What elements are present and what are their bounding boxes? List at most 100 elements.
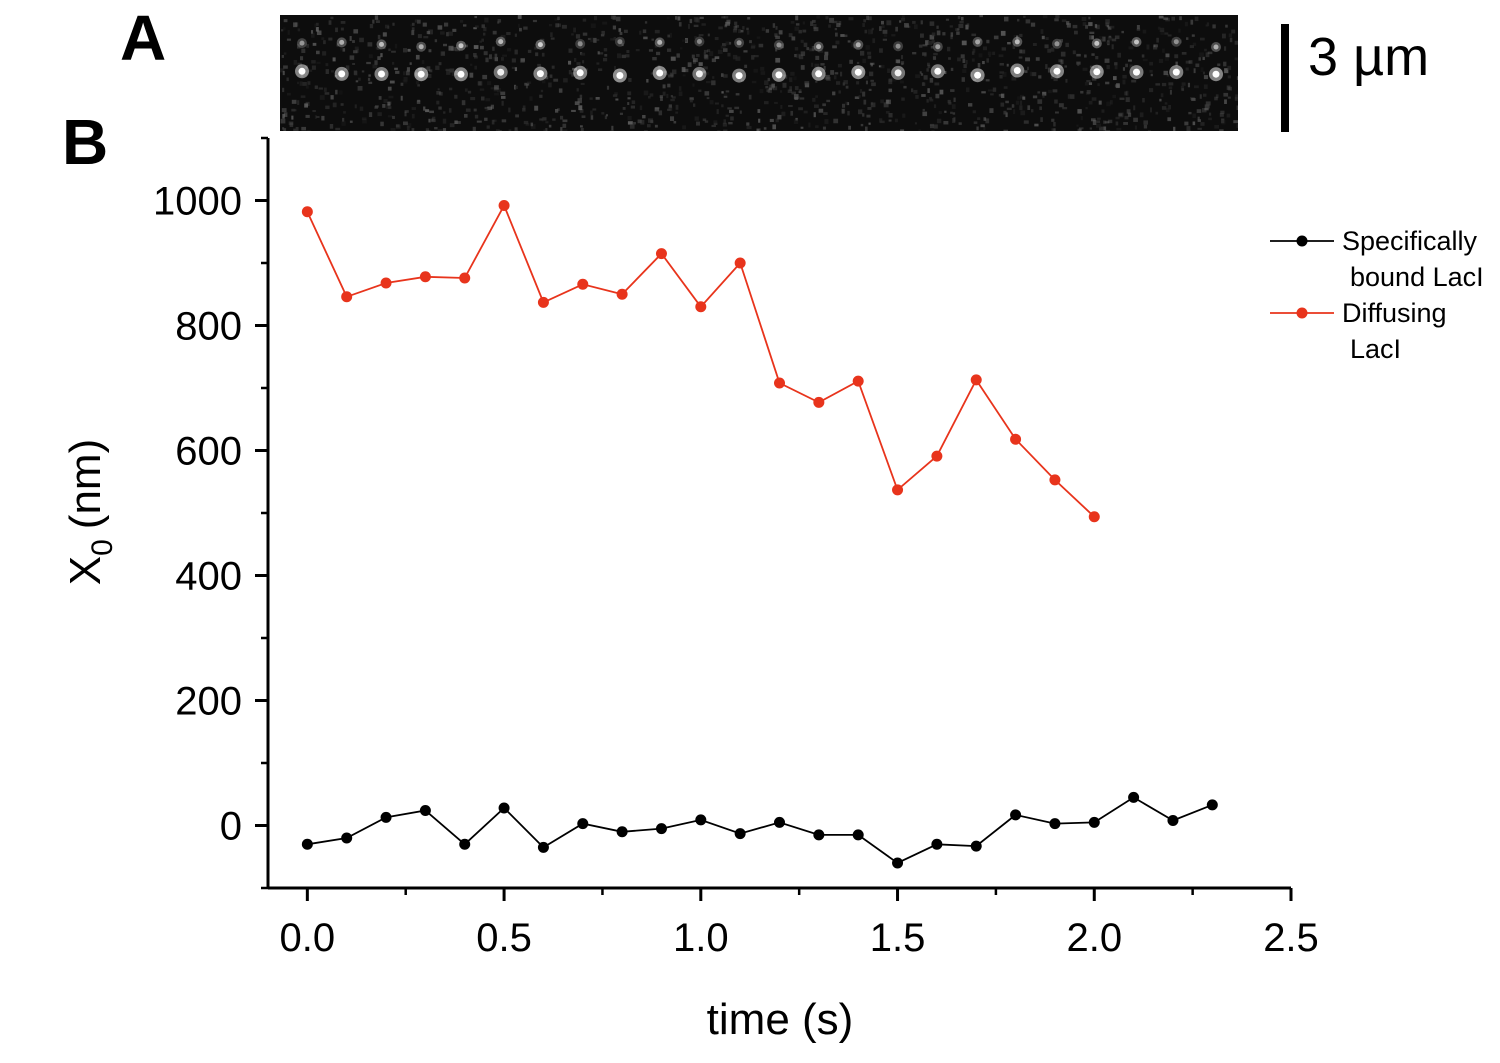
noise-speckle — [496, 88, 501, 93]
noise-speckle — [316, 61, 321, 64]
noise-speckle — [305, 85, 309, 89]
kymograph-spot — [775, 71, 783, 79]
data-point — [537, 296, 549, 308]
noise-speckle — [340, 103, 344, 106]
noise-speckle — [833, 75, 837, 80]
noise-speckle — [535, 52, 539, 57]
noise-speckle — [977, 63, 981, 68]
kymograph-spot — [417, 70, 425, 78]
y-tick-label: 200 — [175, 680, 242, 724]
x-tick-label: 0.0 — [280, 916, 336, 960]
noise-speckle — [675, 104, 679, 110]
noise-speckle — [825, 74, 830, 80]
noise-speckle — [319, 95, 325, 100]
noise-speckle — [788, 105, 793, 108]
data-point — [1206, 799, 1218, 811]
noise-speckle — [555, 23, 559, 28]
x-tick-label: 0.5 — [476, 916, 532, 960]
noise-speckle — [1142, 98, 1145, 103]
noise-speckle — [1234, 57, 1238, 61]
noise-speckle — [809, 48, 815, 52]
noise-speckle — [485, 107, 489, 112]
noise-speckle — [409, 62, 412, 65]
noise-speckle — [596, 62, 600, 65]
noise-speckle — [1224, 99, 1227, 105]
noise-speckle — [656, 51, 661, 56]
noise-speckle — [1091, 97, 1097, 101]
noise-speckle — [426, 130, 431, 131]
noise-speckle — [368, 74, 371, 77]
noise-speckle — [631, 100, 636, 104]
noise-speckle — [428, 29, 433, 35]
noise-speckle — [856, 81, 860, 85]
noise-speckle — [446, 70, 451, 75]
noise-speckle — [789, 77, 793, 83]
noise-speckle — [582, 32, 588, 36]
noise-speckle — [1203, 84, 1208, 89]
noise-speckle — [922, 108, 925, 112]
x-axis-title: time (s) — [707, 995, 854, 1044]
noise-speckle — [746, 126, 752, 130]
noise-speckle — [1084, 54, 1087, 58]
noise-speckle — [1089, 127, 1092, 130]
noise-speckle — [644, 21, 648, 24]
noise-speckle — [1032, 43, 1037, 47]
data-point — [419, 271, 431, 283]
noise-speckle — [899, 20, 902, 23]
noise-speckle — [1147, 130, 1152, 131]
noise-speckle — [813, 112, 816, 118]
noise-speckle — [958, 24, 964, 29]
noise-speckle — [511, 58, 516, 63]
noise-speckle — [1178, 28, 1181, 33]
noise-speckle — [1076, 53, 1081, 57]
noise-speckle — [312, 110, 316, 113]
noise-speckle — [675, 16, 678, 20]
noise-speckle — [716, 109, 719, 115]
noise-speckle — [523, 120, 529, 125]
noise-speckle — [858, 95, 861, 98]
data-point — [774, 377, 785, 389]
noise-speckle — [614, 92, 618, 96]
noise-speckle — [956, 31, 960, 35]
noise-speckle — [799, 89, 802, 92]
noise-speckle — [1000, 93, 1005, 98]
noise-speckle — [434, 39, 438, 43]
data-point — [616, 826, 628, 838]
noise-speckle — [823, 112, 828, 115]
noise-speckle — [1112, 94, 1117, 99]
data-point — [301, 838, 313, 850]
noise-speckle — [1002, 71, 1007, 77]
noise-speckle — [834, 72, 839, 75]
noise-speckle — [713, 120, 718, 125]
noise-speckle — [1198, 57, 1202, 61]
noise-speckle — [1085, 107, 1088, 110]
noise-speckle — [1221, 118, 1225, 124]
noise-speckle — [437, 25, 443, 30]
noise-speckle — [522, 105, 526, 110]
noise-speckle — [747, 17, 751, 20]
noise-speckle — [714, 37, 719, 41]
noise-speckle — [895, 26, 898, 32]
noise-speckle — [798, 107, 803, 111]
noise-speckle — [881, 25, 885, 29]
noise-speckle — [1066, 21, 1070, 25]
noise-speckle — [985, 118, 990, 124]
noise-speckle — [1165, 53, 1170, 58]
noise-speckle — [870, 63, 873, 67]
noise-speckle — [986, 39, 990, 44]
noise-speckle — [492, 30, 497, 35]
noise-speckle — [914, 24, 918, 30]
noise-speckle — [931, 32, 936, 37]
noise-speckle — [835, 32, 838, 37]
noise-speckle — [1171, 16, 1176, 21]
noise-speckle — [791, 36, 796, 41]
noise-speckle — [729, 41, 732, 45]
noise-speckle — [811, 62, 814, 67]
noise-speckle — [1194, 16, 1199, 22]
noise-speckle — [826, 99, 831, 103]
noise-speckle — [557, 108, 560, 112]
noise-speckle — [388, 95, 394, 99]
noise-speckle — [950, 89, 955, 92]
noise-speckle — [1153, 46, 1158, 50]
noise-speckle — [919, 71, 922, 74]
